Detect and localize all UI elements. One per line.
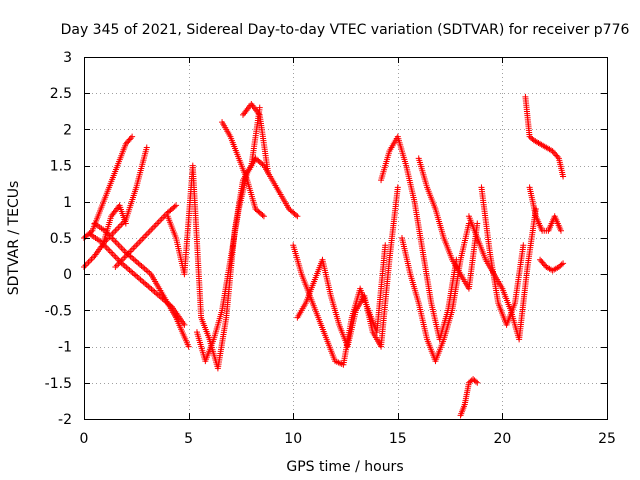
x-tick-labels: 0 5 10 15 20 25: [80, 431, 616, 447]
x-tick-label: 0: [80, 431, 89, 447]
x-tick-label: 5: [184, 431, 193, 447]
data-point: [560, 173, 567, 180]
data-point: [265, 169, 272, 176]
data-point: [557, 227, 564, 234]
y-tick-label: -2: [58, 412, 72, 428]
y-tick-label: 0: [63, 267, 72, 283]
x-tick-label: 20: [493, 431, 511, 447]
y-tick-label: -1.5: [45, 376, 72, 392]
series-arc15: [415, 155, 481, 292]
data-point: [256, 104, 263, 111]
data-point: [549, 148, 556, 155]
data-point: [260, 213, 267, 220]
x-tick-label: 15: [389, 431, 407, 447]
series-arc6: [99, 202, 129, 249]
data-point: [129, 133, 136, 140]
data-point: [124, 139, 131, 146]
data-point: [127, 135, 134, 142]
series-arc16: [457, 376, 481, 419]
data-point: [472, 378, 479, 385]
data-point: [474, 379, 481, 386]
chart-title: Day 345 of 2021, Sidereal Day-to-day VTE…: [61, 22, 630, 38]
data-points: [81, 93, 567, 419]
data-point: [122, 220, 129, 227]
series-arc18: [478, 184, 527, 328]
data-point: [185, 343, 192, 350]
data-point: [554, 153, 561, 160]
series-arc13: [378, 133, 460, 343]
data-point: [538, 258, 545, 265]
y-tick-label: 1: [63, 195, 72, 211]
data-point: [394, 184, 401, 191]
data-point: [173, 202, 180, 209]
data-point: [539, 259, 546, 266]
data-point: [143, 144, 150, 151]
x-tick-label: 10: [284, 431, 302, 447]
data-point: [259, 212, 266, 219]
data-point: [553, 152, 560, 159]
y-tick-label: 1.5: [50, 159, 72, 175]
x-axis-label: GPS time / hours: [286, 459, 403, 475]
series-arc8: [193, 155, 301, 365]
series-arc10: [239, 101, 272, 176]
series-arc11: [290, 242, 389, 368]
y-tick-label: 2.5: [50, 86, 72, 102]
data-point: [171, 203, 178, 210]
data-point: [540, 261, 547, 268]
data-point: [550, 149, 557, 156]
series-arc19: [522, 93, 567, 180]
y-tick-label: -0.5: [45, 303, 72, 319]
data-point: [181, 321, 188, 328]
data-point: [552, 151, 559, 158]
y-tick-labels: -2 -1.5 -1 -0.5 0 0.5 1 1.5 2 2.5 3: [45, 50, 72, 428]
data-point: [474, 220, 481, 227]
data-point: [560, 260, 567, 267]
data-point: [382, 242, 389, 249]
axis-ticks: [84, 57, 608, 420]
series-arc5: [112, 202, 180, 270]
data-point: [122, 140, 129, 147]
series-arc17: [465, 206, 539, 343]
series-arc4: [91, 220, 192, 350]
data-point: [292, 212, 299, 219]
gridlines: [84, 57, 607, 419]
data-point: [294, 213, 301, 220]
y-axis-label: SDTVAR / TECUs: [6, 181, 22, 296]
series-arc21: [537, 256, 567, 274]
data-point: [537, 256, 544, 263]
series-arc9: [219, 119, 267, 220]
y-tick-label: 2: [63, 122, 72, 138]
data-point: [520, 242, 527, 249]
data-point: [558, 261, 565, 268]
x-tick-label: 25: [598, 431, 616, 447]
y-tick-label: -1: [58, 340, 72, 356]
series-arc20: [526, 184, 564, 234]
series-arc12: [294, 184, 401, 350]
y-tick-label: 3: [63, 50, 72, 66]
y-tick-label: 0.5: [50, 231, 72, 247]
data-point: [126, 136, 133, 143]
series-arc3: [87, 231, 188, 328]
data-point: [125, 137, 132, 144]
